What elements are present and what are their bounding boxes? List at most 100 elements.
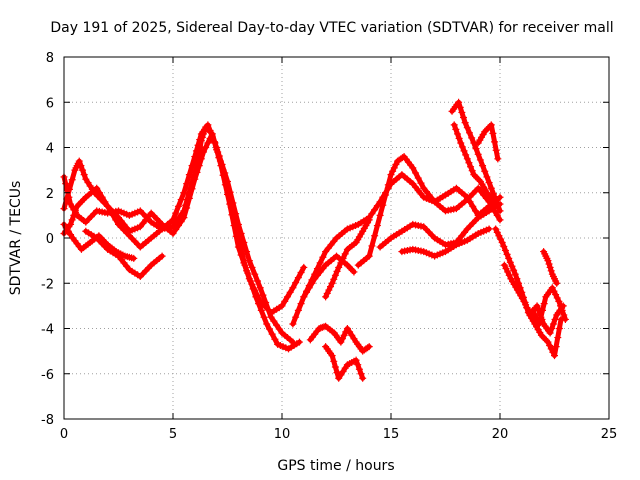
data-point — [534, 317, 542, 325]
data-point — [204, 139, 212, 147]
data-point — [260, 313, 268, 321]
data-point — [474, 150, 482, 158]
data-point — [466, 198, 474, 206]
data-point — [505, 254, 513, 262]
data-point — [202, 144, 210, 151]
data-point — [493, 211, 501, 219]
data-point — [382, 191, 390, 199]
y-tick-label: -2 — [41, 277, 54, 292]
data-point — [359, 374, 367, 382]
data-point — [350, 268, 358, 276]
data-point — [475, 176, 483, 184]
data-point — [456, 103, 464, 111]
data-point — [195, 162, 203, 170]
satellite-track-13 — [398, 225, 493, 260]
data-point — [371, 232, 379, 240]
x-tick-label: 15 — [383, 427, 400, 442]
data-point — [252, 293, 260, 301]
x-tick-label: 5 — [169, 427, 177, 442]
y-axis-title: SDTVAR / TECUs — [8, 181, 24, 296]
data-point — [479, 162, 487, 170]
data-point — [493, 228, 501, 236]
data-point — [470, 171, 478, 179]
data-point — [489, 129, 497, 137]
data-point — [281, 297, 289, 305]
data-point — [489, 190, 497, 198]
data-point — [489, 198, 497, 206]
data-point — [539, 333, 547, 341]
data-point — [330, 357, 338, 365]
data-point — [251, 270, 259, 278]
data-point — [177, 218, 185, 226]
data-point — [417, 179, 425, 187]
data-point — [169, 216, 177, 224]
data-point — [172, 209, 180, 217]
data-point — [390, 164, 398, 172]
data-point — [227, 203, 235, 211]
data-point — [194, 141, 202, 149]
data-point — [379, 201, 387, 209]
data-point — [371, 206, 379, 214]
data-point — [368, 242, 376, 250]
data-point — [461, 119, 469, 127]
chart-title: Day 191 of 2025, Sidereal Day-to-day VTE… — [50, 20, 613, 36]
data-point — [200, 148, 208, 156]
data-point — [289, 320, 297, 328]
data-point — [486, 123, 494, 131]
data-point — [177, 196, 185, 204]
data-point — [79, 166, 87, 174]
data-point — [368, 210, 376, 218]
data-point — [297, 269, 305, 277]
data-point — [294, 274, 302, 282]
data-point — [264, 306, 272, 314]
data-point — [345, 263, 353, 271]
data-point — [462, 151, 470, 159]
data-point — [305, 284, 313, 292]
data-point — [554, 334, 562, 342]
data-point — [537, 331, 545, 339]
data-point — [185, 171, 193, 179]
data-point — [354, 361, 362, 369]
data-point — [340, 331, 348, 339]
data-point — [556, 302, 564, 310]
data-point — [465, 129, 473, 137]
data-point — [552, 291, 560, 299]
data-point — [458, 143, 466, 151]
data-point — [520, 297, 528, 305]
data-point — [347, 265, 355, 273]
data-point — [225, 191, 233, 199]
data-point — [463, 193, 471, 201]
data-point — [246, 277, 254, 285]
data-point — [384, 181, 392, 189]
data-point — [273, 321, 281, 329]
data-point — [541, 335, 549, 343]
data-point — [485, 179, 493, 187]
y-tick-label: -8 — [41, 413, 54, 428]
data-point — [185, 194, 193, 202]
data-point — [341, 250, 349, 258]
data-point — [497, 235, 505, 243]
y-tick-label: 0 — [46, 232, 54, 247]
data-point — [529, 306, 537, 314]
data-point — [204, 121, 212, 129]
data-point — [188, 162, 196, 170]
data-point — [484, 124, 492, 132]
data-point — [463, 124, 471, 132]
data-point — [496, 207, 504, 215]
satellite-track-15 — [450, 121, 497, 206]
data-point — [453, 130, 461, 138]
data-point — [392, 160, 400, 168]
data-point — [62, 180, 70, 188]
data-point — [549, 320, 557, 328]
data-point — [283, 293, 291, 301]
data-point — [97, 196, 105, 204]
data-point — [222, 179, 230, 187]
data-point — [355, 365, 363, 373]
data-point — [183, 180, 191, 188]
satellite-track-5 — [82, 227, 166, 280]
data-point — [292, 313, 300, 321]
satellite-track-8 — [322, 216, 373, 301]
data-point — [555, 325, 563, 332]
data-point — [333, 267, 341, 275]
